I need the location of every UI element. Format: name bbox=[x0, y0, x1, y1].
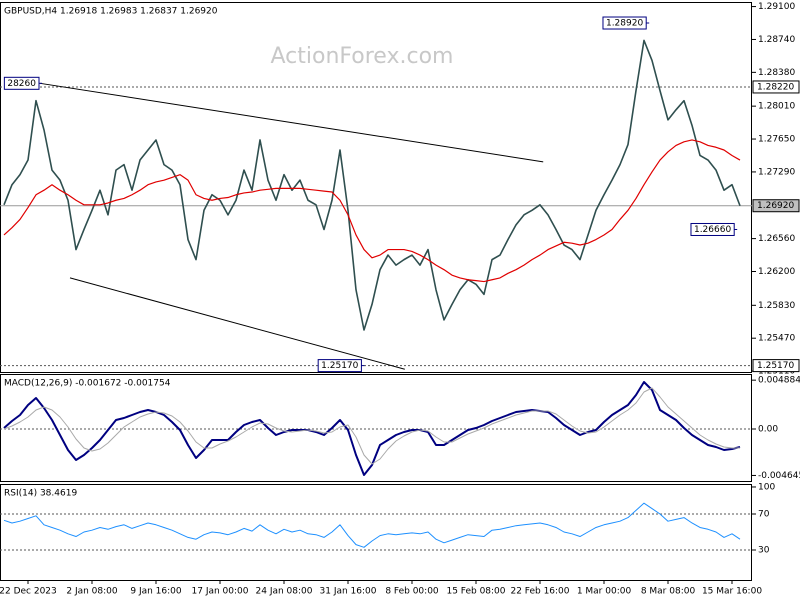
x-tick-label: 1 Mar 00:00 bbox=[577, 587, 632, 597]
panel-frame bbox=[0, 2, 752, 373]
level-label: 1.26920 bbox=[757, 201, 794, 211]
series-line bbox=[3, 381, 741, 476]
panel-title: MACD(12,26,9) -0.001672 -0.001754 bbox=[4, 379, 171, 389]
level-label-box bbox=[752, 80, 800, 94]
series-line bbox=[3, 139, 741, 283]
x-tick-label: 2 Jan 08:00 bbox=[66, 587, 118, 597]
y-tick-label: 1.27290 bbox=[758, 167, 795, 177]
x-tick-label: 15 Feb 08:00 bbox=[446, 587, 505, 597]
y-tick-label: 0.004884 bbox=[758, 376, 800, 386]
y-tick-label: 1.26560 bbox=[758, 234, 795, 244]
x-tick-label: 8 Feb 00:00 bbox=[385, 587, 439, 597]
annotation-label: 28260 bbox=[7, 79, 36, 89]
y-tick-label: 1.25830 bbox=[758, 301, 795, 311]
y-tick-label: 1.27650 bbox=[758, 135, 795, 145]
panel-title: RSI(14) 38.4619 bbox=[4, 489, 77, 499]
y-tick-label: 1.25470 bbox=[758, 334, 795, 344]
annotation-label: 1.25170 bbox=[321, 361, 358, 371]
level-label: 1.25170 bbox=[757, 361, 794, 371]
panel-title: GBPUSD,H4 1.26918 1.26983 1.26837 1.2692… bbox=[4, 7, 218, 17]
x-tick-label: 22 Feb 16:00 bbox=[510, 587, 569, 597]
x-tick-label: 17 Jan 00:00 bbox=[192, 587, 249, 597]
x-tick-label: 31 Jan 16:00 bbox=[320, 587, 377, 597]
y-tick-label: -0.004645 bbox=[758, 471, 800, 481]
annotation-label: 1.28920 bbox=[606, 19, 643, 29]
y-tick-label: 1.28010 bbox=[758, 102, 795, 112]
trendline bbox=[69, 277, 405, 370]
x-tick-label: 24 Jan 08:00 bbox=[256, 587, 313, 597]
x-tick-label: 15 Mar 16:00 bbox=[702, 587, 762, 597]
y-tick-label: 1.29100 bbox=[758, 2, 795, 12]
y-tick-label: 70 bbox=[758, 509, 770, 519]
series-line bbox=[3, 502, 741, 548]
y-tick-label: 1.28740 bbox=[758, 35, 795, 45]
y-tick-label: 1.26200 bbox=[758, 267, 795, 277]
level-label-box bbox=[752, 199, 800, 213]
y-tick-label: 0.00 bbox=[758, 425, 778, 435]
level-label: 1.28220 bbox=[757, 82, 794, 92]
x-tick-label: 9 Jan 16:00 bbox=[130, 587, 182, 597]
series-line bbox=[3, 39, 741, 331]
series-line bbox=[3, 387, 740, 465]
trendline bbox=[39, 82, 544, 163]
panel-frame bbox=[0, 484, 752, 581]
watermark: ActionForex.com bbox=[271, 44, 454, 69]
x-tick-label: 22 Dec 2023 bbox=[0, 587, 57, 597]
annotation-label: 1.26660 bbox=[694, 225, 731, 235]
x-tick-label: 8 Mar 08:00 bbox=[641, 587, 696, 597]
level-label-box bbox=[752, 359, 800, 373]
y-tick-label: 1.28380 bbox=[758, 68, 795, 78]
panel-frame bbox=[0, 374, 752, 482]
y-tick-label: 100 bbox=[758, 482, 775, 492]
y-tick-label: 30 bbox=[758, 546, 770, 556]
